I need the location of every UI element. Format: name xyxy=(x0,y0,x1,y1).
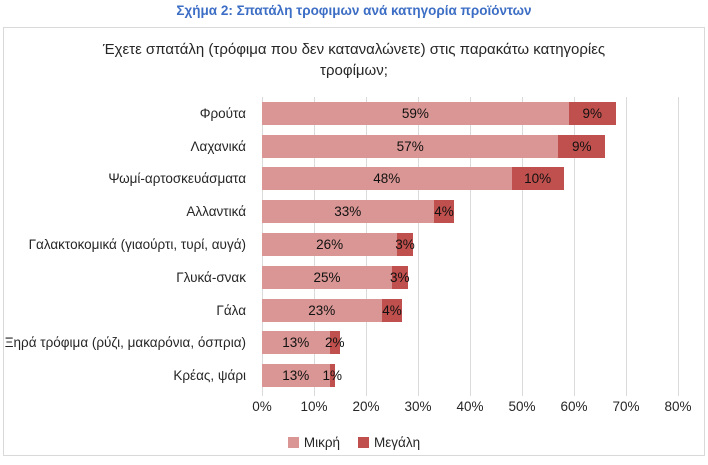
x-axis-tick-label: 70% xyxy=(612,399,640,414)
data-label: 9% xyxy=(572,138,592,154)
stacked-bar: 57% 9% xyxy=(262,134,678,158)
data-label: 13% xyxy=(282,368,310,384)
chart-title: Έχετε σπατάλη (τρόφιμα που δεν καταναλών… xyxy=(102,41,606,79)
bar-segment-small: 23% xyxy=(262,298,382,322)
gridline xyxy=(522,97,523,396)
gridline xyxy=(418,97,419,396)
x-axis-tick-label: 60% xyxy=(560,399,588,414)
data-label: 48% xyxy=(373,171,401,187)
bar-row: 26% 3% xyxy=(262,228,678,261)
data-label: 3% xyxy=(395,237,415,253)
legend-label: Μεγάλη xyxy=(374,434,421,450)
category-label: Αλλαντικά xyxy=(186,204,246,220)
bar-rows: 59% 9% 57% 9% 48% 10% 33% 4% 26% 3% 25% 3% 23% 4% 13% 2… xyxy=(262,97,678,392)
stacked-bar: 59% 9% xyxy=(262,101,678,125)
data-label: 3% xyxy=(390,269,410,285)
x-axis-tick-label: 40% xyxy=(456,399,484,414)
bar-row: 25% 3% xyxy=(262,261,678,294)
bar-row: 57% 9% xyxy=(262,130,678,163)
x-axis-tick-label: 50% xyxy=(508,399,536,414)
bar-segment-small: 13% xyxy=(262,331,330,355)
x-axis: 0% 10% 20% 30% 40% 50% 60% 70% 80% xyxy=(252,399,691,415)
data-label: 2% xyxy=(325,335,345,351)
bar-segment-small: 13% xyxy=(262,364,330,388)
bar-segment-large: 9% xyxy=(558,134,606,158)
bar-segment-small: 25% xyxy=(262,265,392,289)
bar-segment-large: 3% xyxy=(390,265,410,289)
bar-row: 23% 4% xyxy=(262,294,678,327)
x-axis-tick-label: 80% xyxy=(664,399,692,414)
stacked-bar: 25% 3% xyxy=(262,265,678,289)
data-label: 10% xyxy=(524,171,552,187)
data-label: 4% xyxy=(382,302,402,318)
bar-segment-small: 26% xyxy=(262,233,398,257)
data-label: 23% xyxy=(308,302,336,318)
category-label: Κρέας, ψάρι xyxy=(173,368,246,384)
category-label: Φρούτα xyxy=(199,105,246,121)
chart-container: Έχετε σπατάλη (τρόφιμα που δεν καταναλών… xyxy=(3,27,705,456)
bar-segment-small: 57% xyxy=(262,134,559,158)
gridline xyxy=(574,97,575,396)
bar-segment-small: 59% xyxy=(262,101,569,125)
bar-row: 48% 10% xyxy=(262,163,678,196)
data-label: 33% xyxy=(334,204,362,220)
bar-segment-large: 1% xyxy=(322,364,342,388)
bar-segment-large: 9% xyxy=(568,101,616,125)
bar-segment-large: 2% xyxy=(325,331,345,355)
legend: Μικρή Μεγάλη xyxy=(4,434,704,450)
stacked-bar: 13% 1% xyxy=(262,364,678,388)
legend-item: Μικρή xyxy=(287,434,341,450)
data-label: 26% xyxy=(316,237,344,253)
stacked-bar: 23% 4% xyxy=(262,298,678,322)
data-label: 13% xyxy=(282,335,310,351)
x-axis-tick-label: 0% xyxy=(252,399,272,414)
bar-segment-large: 3% xyxy=(395,233,415,257)
bar-segment-large: 4% xyxy=(433,200,455,224)
category-axis: Φρούτα Λαχανικά Ψωμί-αρτοσκευάσματα Αλλαντι… xyxy=(4,97,254,392)
gridline xyxy=(678,97,679,396)
plot-area: 59% 9% 57% 9% 48% 10% 33% 4% 26% 3% 25% 3% 23% 4% 13% 2… xyxy=(262,97,679,396)
data-label: 25% xyxy=(313,269,341,285)
data-label: 1% xyxy=(322,368,342,384)
legend-item: Μεγάλη xyxy=(358,435,420,450)
data-label: 59% xyxy=(401,105,429,121)
stacked-bar: 26% 3% xyxy=(262,233,678,257)
legend-swatch-icon xyxy=(287,436,299,448)
category-label: Γαλακτοκομικά (γιαούρτι, τυρί, αυγά) xyxy=(28,237,246,253)
data-label: 4% xyxy=(434,204,454,220)
figure-caption: Σχήμα 2: Σπατάλη τροφιμων ανά κατηγορία … xyxy=(176,3,532,18)
stacked-bar: 33% 4% xyxy=(262,200,678,224)
x-axis-tick-label: 30% xyxy=(404,399,432,414)
category-label: Γλυκά-σνακ xyxy=(176,269,246,285)
gridline xyxy=(626,97,627,396)
legend-label: Μικρή xyxy=(303,434,341,450)
bar-row: 13% 2% xyxy=(262,326,678,359)
bar-segment-large: 10% xyxy=(511,167,564,191)
category-label: Λαχανικά xyxy=(190,138,247,154)
bar-segment-small: 48% xyxy=(262,167,512,191)
bar-row: 59% 9% xyxy=(262,97,678,130)
bar-segment-large: 4% xyxy=(381,298,403,322)
bar-row: 13% 1% xyxy=(262,359,678,392)
data-label: 57% xyxy=(396,138,424,154)
category-label: Ψωμί-αρτοσκευάσματα xyxy=(108,171,246,187)
x-axis-tick-label: 20% xyxy=(352,399,380,414)
bar-segment-small: 33% xyxy=(262,200,434,224)
stacked-bar: 13% 2% xyxy=(262,331,678,355)
bar-row: 33% 4% xyxy=(262,195,678,228)
stacked-bar: 48% 10% xyxy=(262,167,678,191)
category-label: Ξηρά τρόφιμα (ρύζι, μακαρόνια, όσπρια) xyxy=(4,335,246,351)
gridline xyxy=(470,97,471,396)
category-label: Γάλα xyxy=(216,302,246,318)
data-label: 9% xyxy=(582,105,602,121)
legend-swatch-icon xyxy=(358,436,370,448)
x-axis-tick-label: 10% xyxy=(300,399,328,414)
